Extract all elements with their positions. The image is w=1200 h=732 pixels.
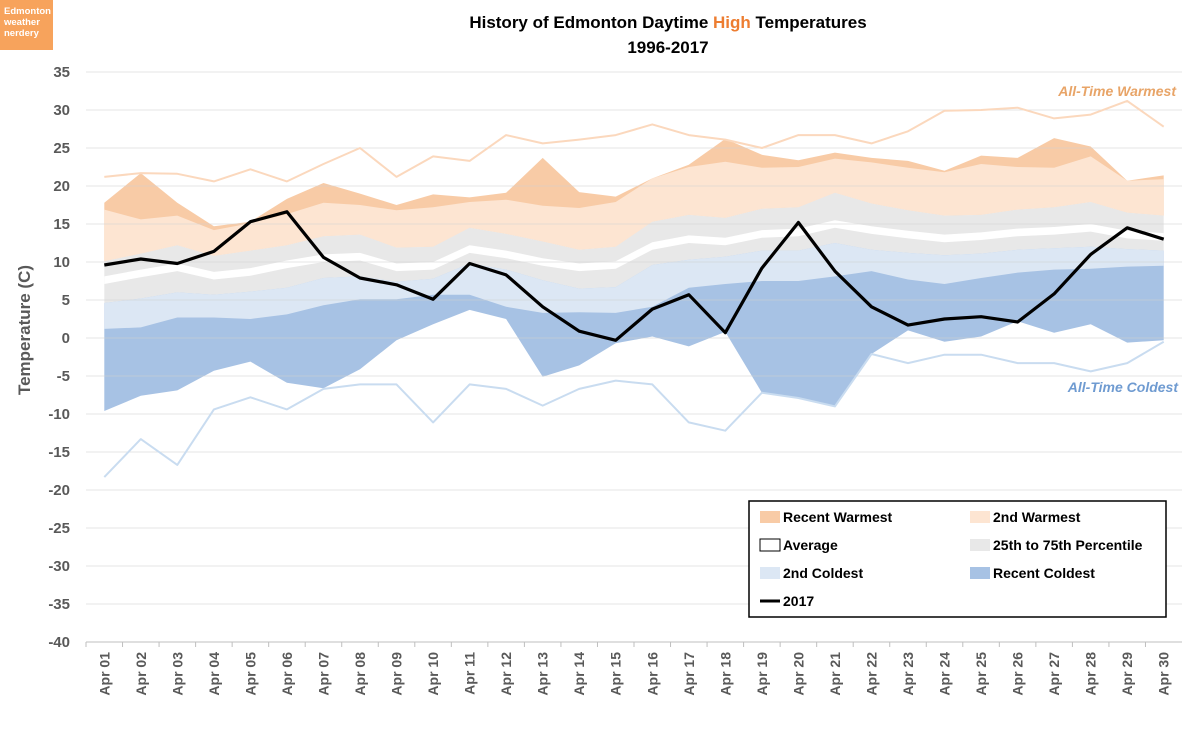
x-tick-label: Apr 10 (425, 652, 441, 696)
y-tick-label: 0 (62, 330, 70, 347)
legend-swatch (970, 511, 990, 523)
x-tick-label: Apr 12 (498, 652, 514, 696)
x-tick-label: Apr 16 (644, 652, 660, 696)
x-tick-label: Apr 26 (1010, 652, 1026, 696)
legend-item: Recent Warmest (760, 509, 893, 525)
title-part-3: Temperatures (751, 13, 867, 32)
legend-label: Average (783, 537, 838, 553)
annotation-all-time-coldest: All-Time Coldest (1067, 379, 1180, 395)
legend-item: 2nd Warmest (970, 509, 1081, 525)
x-tick-label: Apr 02 (133, 652, 149, 696)
y-tick-label: -35 (48, 596, 70, 613)
legend-swatch (760, 567, 780, 579)
chart-subtitle: 1996-2017 (627, 38, 708, 57)
legend-label: 2nd Warmest (993, 509, 1081, 525)
plot-area (104, 138, 1164, 411)
legend-label: 25th to 75th Percentile (993, 537, 1143, 553)
chart-title: History of Edmonton Daytime High Tempera… (469, 13, 866, 32)
y-tick-label: 10 (53, 254, 70, 271)
x-tick-label: Apr 07 (316, 652, 332, 696)
gridlines (86, 71, 1182, 643)
chart-legend: Recent Warmest 2nd Warmest Average 25th to … (748, 500, 1167, 618)
legend-item: 2017 (760, 593, 814, 609)
legend-item: 2nd Coldest (760, 565, 863, 581)
x-tick-label: Apr 03 (169, 652, 185, 696)
y-tick-label: 5 (62, 292, 70, 309)
x-tick-label: Apr 14 (571, 652, 587, 696)
legend-label: Recent Coldest (993, 565, 1095, 581)
badge-line-1: Edmonton (4, 6, 51, 17)
y-tick-label: -40 (48, 634, 70, 651)
x-tick-label: Apr 01 (96, 652, 112, 696)
line-2017 (104, 210, 1165, 342)
legend-swatch (759, 538, 781, 552)
x-tick-label: Apr 15 (608, 652, 624, 696)
y-tick-label: -30 (48, 558, 70, 575)
y-tick-label: 30 (53, 102, 70, 119)
band-average (104, 220, 1164, 284)
x-tick-label: Apr 24 (937, 652, 953, 696)
x-tick-label: Apr 19 (754, 652, 770, 696)
x-tick-label: Apr 29 (1119, 652, 1135, 696)
x-tick-label: Apr 30 (1156, 652, 1172, 696)
title-highlight: High (713, 13, 751, 32)
badge-line-2: weather (4, 17, 40, 28)
x-tick-label: Apr 05 (242, 652, 258, 696)
x-tick-label: Apr 08 (352, 652, 368, 696)
x-tick-label: Apr 23 (900, 652, 916, 696)
x-tick-label: Apr 11 (462, 652, 478, 695)
x-tick-label: Apr 25 (973, 652, 989, 696)
x-tick-label: Apr 22 (864, 652, 880, 696)
x-tick-label: Apr 28 (1083, 652, 1099, 696)
legend-swatch (970, 567, 990, 579)
x-tick-label: Apr 13 (535, 652, 551, 696)
legend-item: 25th to 75th Percentile (970, 537, 1143, 553)
x-tick-label: Apr 21 (827, 652, 843, 696)
legend-label: Recent Warmest (783, 509, 893, 525)
legend-item: Recent Coldest (970, 565, 1095, 581)
x-tick-label: Apr 17 (681, 652, 697, 696)
axes: 35 30 25 20 15 10 5 0 -5 -10 -15 -20 -25 -30 -35 -40 Apr… (48, 64, 1182, 696)
y-tick-label: -20 (48, 482, 70, 499)
y-tick-label: -5 (57, 368, 70, 385)
annotation-all-time-warmest: All-Time Warmest (1057, 83, 1177, 99)
band-second-coldest (104, 243, 1164, 329)
legend-label: 2nd Coldest (783, 565, 863, 581)
brand-badge: Edmonton weather nerdery (0, 0, 53, 50)
title-part-1: History of Edmonton Daytime (469, 13, 713, 32)
line-all-time-warmest (104, 99, 1165, 183)
y-axis-label: Temperature (C) (15, 265, 34, 395)
x-tick-label: Apr 04 (206, 652, 222, 696)
legend-swatch (760, 511, 780, 523)
y-tick-label: -15 (48, 444, 70, 461)
series-lines (103, 99, 1165, 478)
y-tick-label: 25 (53, 140, 70, 157)
x-tick-label: Apr 27 (1046, 652, 1062, 696)
band-second-warmest (104, 156, 1164, 262)
x-tick-label: Apr 06 (279, 652, 295, 696)
y-tick-label: 15 (53, 216, 70, 233)
line-all-time-coldest (103, 340, 1165, 478)
y-tick-label: -25 (48, 520, 70, 537)
legend-label: 2017 (783, 593, 814, 609)
legend-frame (748, 500, 1167, 618)
badge-line-3: nerdery (4, 28, 39, 39)
y-tick-label: -10 (48, 406, 70, 423)
y-tick-label: 35 (53, 64, 70, 81)
band-25-75-percentile (104, 192, 1164, 303)
x-tick-label: Apr 20 (790, 652, 806, 696)
x-tick-label: Apr 18 (717, 652, 733, 696)
y-tick-label: 20 (53, 178, 70, 195)
legend-swatch (970, 539, 990, 551)
x-tick-label: Apr 09 (389, 652, 405, 696)
legend-item: Average (759, 537, 838, 553)
